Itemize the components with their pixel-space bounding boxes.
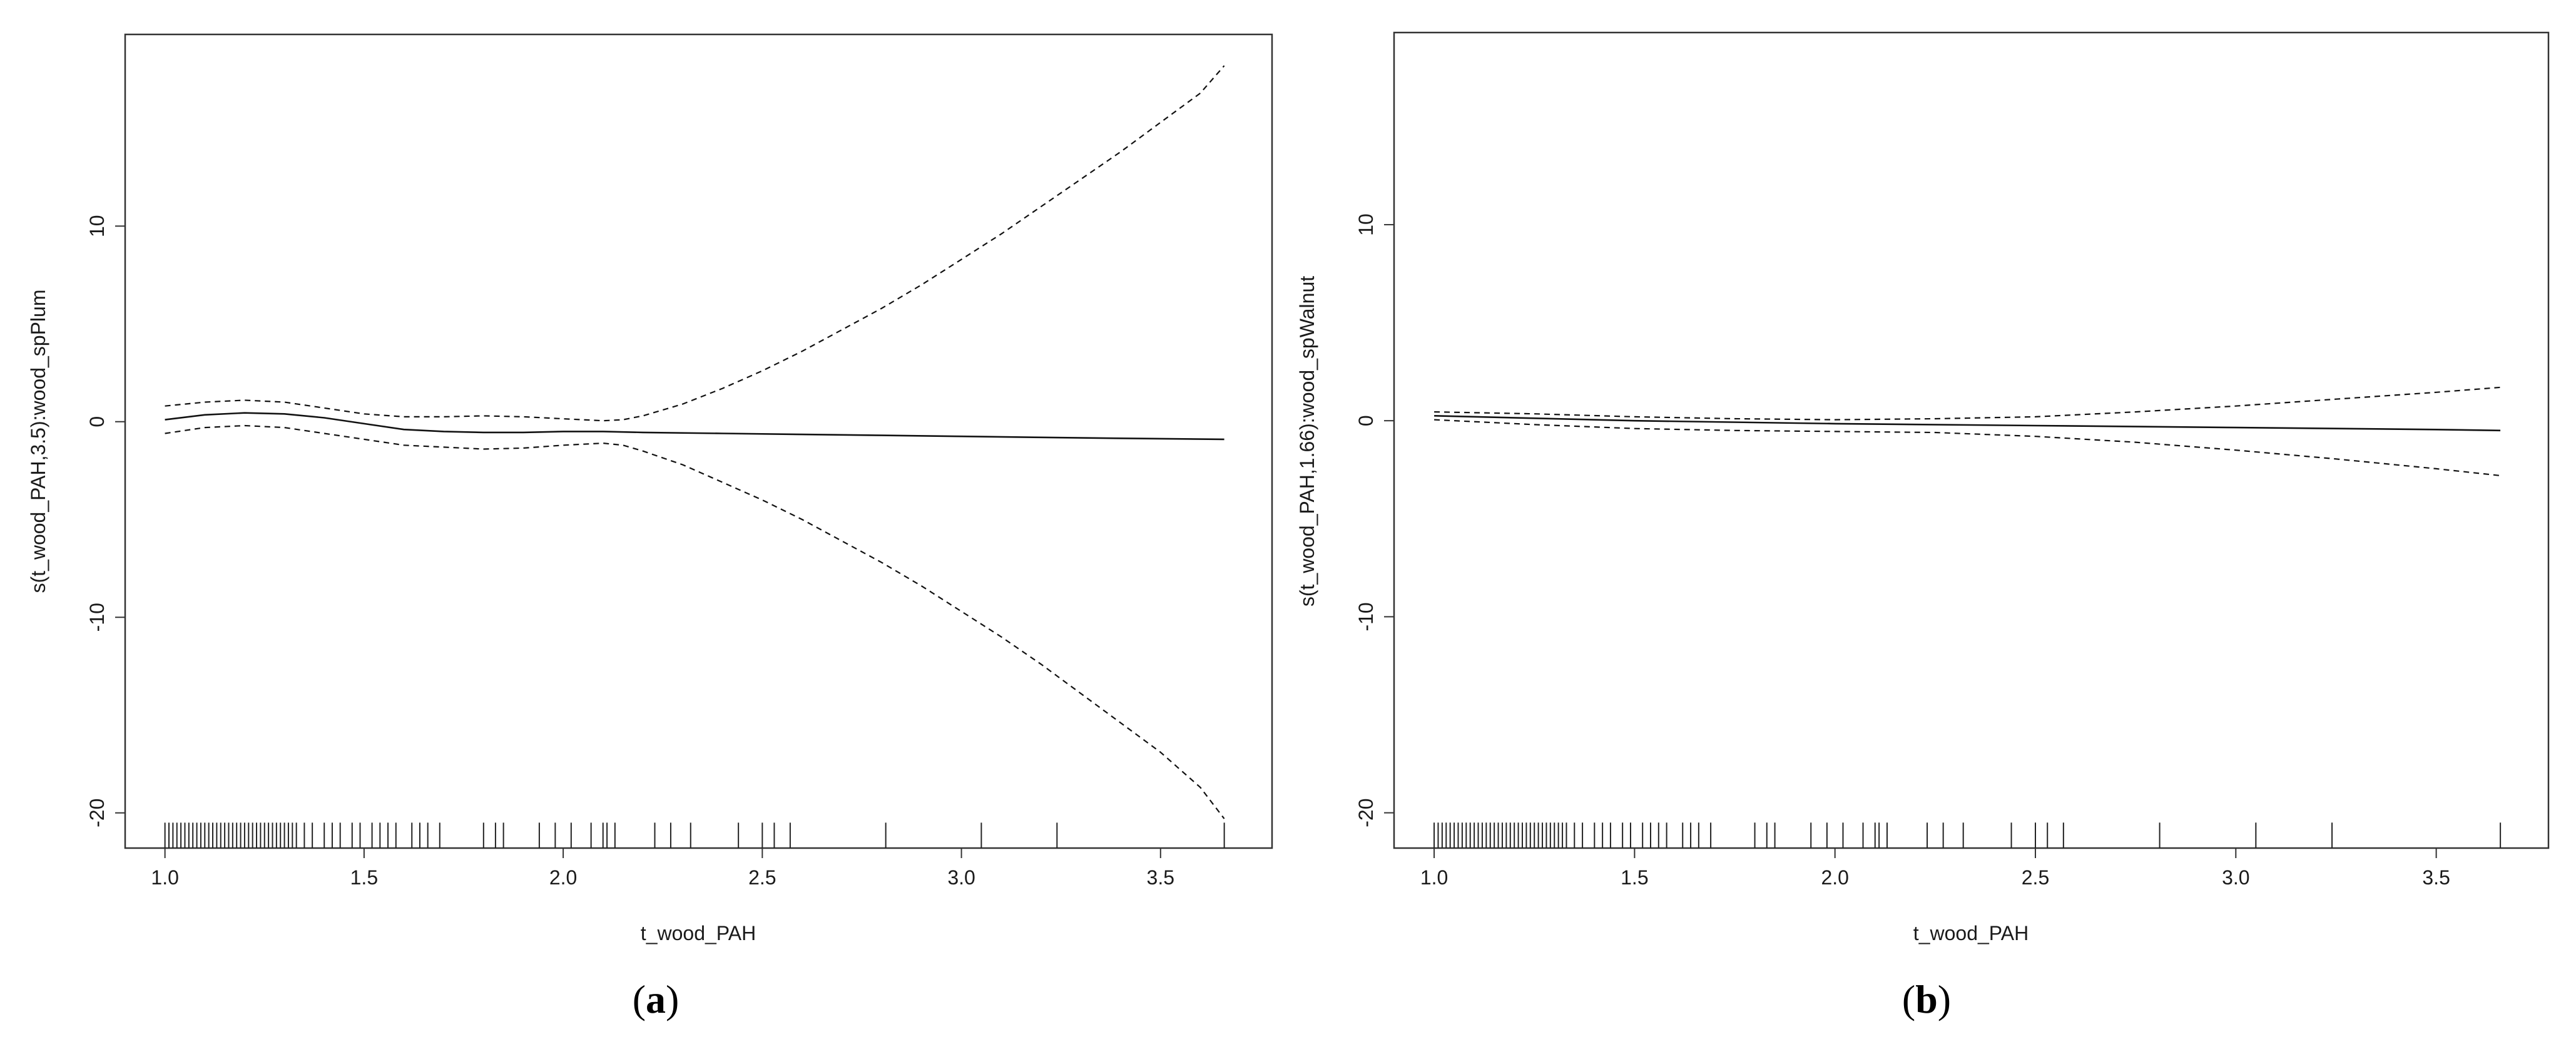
x-tick-label: 2.5	[2022, 866, 2049, 889]
panel-caption: (b)	[1902, 977, 1951, 1021]
x-axis-label: t_wood_PAH	[1913, 922, 2029, 944]
plot-frame	[124, 33, 1273, 849]
x-tick-label: 3.5	[2422, 866, 2450, 889]
y-tick-label: -10	[1355, 602, 1377, 631]
caption-letter: a	[646, 977, 666, 1021]
series-lower-line	[165, 424, 1225, 819]
y-tick-label: 0	[86, 416, 108, 427]
x-tick-label: 1.0	[151, 866, 178, 889]
y-tick-label: -20	[86, 799, 108, 827]
plot-marks: 1.0 1.5 2.0 2.5 3.0 3.5 -20 -10 0 10	[86, 65, 1225, 889]
caption-close-paren: )	[666, 977, 679, 1021]
x-tick-label: 3.5	[1147, 866, 1174, 889]
y-axis-label: s(t_wood_PAH,1.66):wood_spWalnut	[1296, 276, 1318, 606]
x-tick-label: 3.0	[947, 866, 975, 889]
plot-marks: 1.0 1.5 2.0 2.5 3.0 3.5 -20 -10 0 10	[1355, 213, 2502, 889]
panel-caption: (a)	[633, 977, 680, 1021]
series-estimate-line	[1434, 415, 2501, 432]
series-estimate-line	[165, 412, 1224, 441]
caption-letter: b	[1915, 977, 1938, 1021]
x-tick-label: 1.5	[350, 866, 378, 889]
y-tick-label: 0	[1355, 415, 1377, 426]
x-tick-label: 2.0	[549, 866, 577, 889]
x-tick-label: 2.0	[1821, 866, 1848, 889]
caption-close-paren: )	[1938, 977, 1951, 1021]
y-tick-label: 10	[1355, 213, 1377, 236]
series-upper-line	[165, 65, 1225, 422]
x-tick-label: 2.5	[748, 866, 776, 889]
caption-open-paren: (	[1902, 977, 1915, 1021]
x-tick-label: 3.0	[2222, 866, 2249, 889]
series-upper-line	[1434, 386, 2501, 421]
y-tick-label: -20	[1355, 798, 1377, 827]
x-axis-label: t_wood_PAH	[641, 922, 756, 944]
y-tick-label: 10	[86, 215, 108, 237]
plot-frame	[1393, 31, 2550, 849]
x-tick-label: 1.5	[1621, 866, 1648, 889]
series-lower-line	[1434, 419, 2501, 476]
x-tick-label: 1.0	[1420, 866, 1448, 889]
caption-open-paren: (	[633, 977, 646, 1021]
panel-b: 1.0 1.5 2.0 2.5 3.0 3.5 -20 -10 0 10 t_wood_PAH s…	[1296, 31, 2550, 1021]
y-axis-label: s(t_wood_PAH,3.5):wood_spPlum	[27, 290, 49, 593]
y-tick-label: -10	[86, 603, 108, 632]
panel-a: 1.0 1.5 2.0 2.5 3.0 3.5 -20 -10 0 10 t_wood_PAH s…	[27, 33, 1273, 1021]
